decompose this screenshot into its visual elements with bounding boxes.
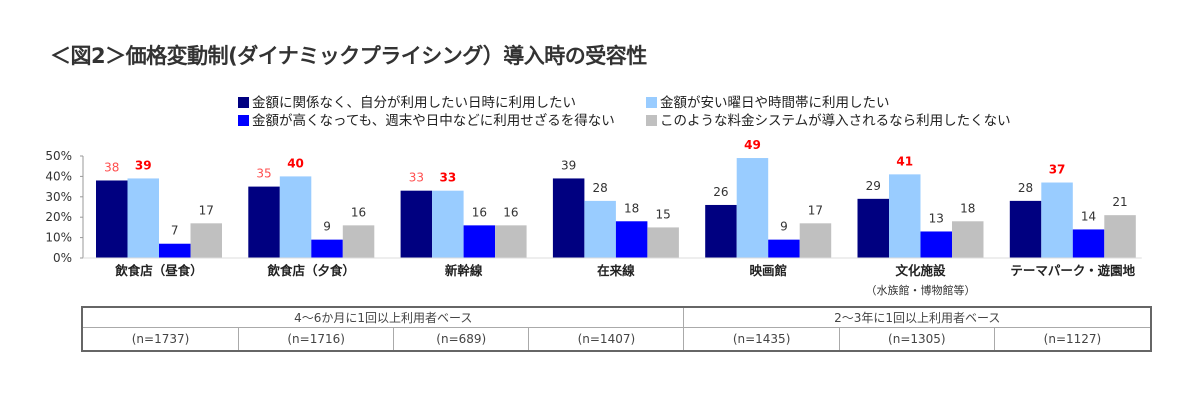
legend-item-2: 金額が高くなっても、週末や日中などに利用せざるを得ない: [238, 109, 615, 129]
data-label: 17: [808, 203, 823, 217]
data-label: 39: [135, 158, 152, 172]
bar: [96, 180, 128, 258]
data-label: 39: [561, 158, 576, 172]
data-label: 28: [593, 181, 608, 195]
data-label: 9: [323, 220, 331, 234]
data-label: 18: [960, 201, 975, 215]
data-label: 17: [199, 203, 214, 217]
category-sublabel: （水族館・博物館等）: [866, 283, 976, 297]
sample-size-cell: (n=1716): [238, 327, 395, 352]
data-label: 40: [287, 156, 304, 170]
legend-swatch: [238, 115, 249, 126]
legend-item-3: このような料金システムが導入されるなら利用したくない: [646, 109, 1011, 129]
y-tick-label: 40%: [45, 169, 72, 183]
bar: [952, 221, 984, 258]
y-tick-label: 50%: [45, 149, 72, 163]
bar-chart: 0% 10% 20% 30% 40% 50% 38 39 7 17 飲食店（昼食） 35 40 9 16 飲食…: [45, 138, 1142, 297]
category-label: 飲食店（夕食）: [267, 263, 356, 278]
y-tick-label: 20%: [45, 210, 72, 224]
category-label: 映画館: [749, 263, 787, 278]
sample-size-cell: (n=1737): [81, 327, 240, 352]
data-label: 21: [1112, 195, 1127, 209]
category-label: 新幹線: [445, 263, 483, 278]
bar: [1072, 229, 1105, 258]
bar: [279, 176, 312, 258]
legend-swatch: [238, 97, 249, 108]
bar: [127, 178, 159, 258]
data-label: 35: [256, 167, 271, 181]
bar: [799, 223, 832, 258]
bar: [920, 231, 952, 258]
bar: [647, 227, 679, 258]
data-label: 29: [866, 179, 881, 193]
bar: [463, 225, 496, 258]
data-label: 14: [1081, 209, 1096, 223]
bar: [495, 225, 527, 258]
category-label: 文化施設: [895, 263, 946, 278]
data-label: 28: [1018, 181, 1033, 195]
bar: [584, 200, 616, 258]
data-label: 37: [1049, 163, 1066, 177]
bar: [889, 174, 921, 258]
bar: [768, 239, 800, 258]
chart-title: ＜図2＞価格変動制(ダイナミックプライシング）導入時の受容性: [50, 44, 647, 68]
sample-size-cell: (n=1407): [528, 327, 685, 352]
bar: [1009, 200, 1042, 258]
legend-swatch: [646, 115, 657, 126]
legend-label: このような料金システムが導入されるなら利用したくない: [660, 113, 1011, 129]
sample-size-cell: (n=689): [393, 327, 530, 352]
data-label: 38: [104, 160, 119, 174]
bar: [615, 221, 648, 258]
sample-base-table: 4〜6か月に1回以上利用者ベース 2〜3年に1回以上利用者ベース (n=1737…: [81, 306, 1152, 352]
bar: [705, 204, 737, 258]
bar: [1041, 182, 1073, 258]
sample-size-cell: (n=1435): [683, 327, 840, 352]
y-tick-label: 0%: [53, 251, 72, 265]
data-label: 49: [744, 138, 761, 152]
category-label: テーマパーク・遊園地: [1010, 263, 1135, 278]
base-group-label: 4〜6か月に1回以上利用者ベース: [81, 306, 685, 328]
legend-item-0: 金額に関係なく、自分が利用したい日時に利用したい: [238, 91, 576, 111]
data-label: 9: [780, 220, 788, 234]
sample-size-cell: (n=1127): [993, 327, 1152, 352]
bar: [432, 190, 464, 258]
bar: [311, 239, 343, 258]
data-label: 13: [929, 211, 944, 225]
bar: [736, 158, 769, 258]
data-label: 16: [351, 205, 366, 219]
y-tick-label: 30%: [45, 190, 72, 204]
bar: [552, 178, 585, 258]
data-label: 33: [409, 171, 424, 185]
base-group-label: 2〜3年に1回以上利用者ベース: [683, 306, 1152, 328]
bar: [857, 198, 889, 258]
category-label: 飲食店（昼食）: [114, 263, 203, 278]
bar: [400, 190, 433, 258]
legend-label: 金額が高くなっても、週末や日中などに利用せざるを得ない: [252, 113, 615, 129]
y-tick-label: 10%: [45, 231, 72, 245]
data-label: 7: [171, 224, 179, 238]
data-label: 16: [472, 205, 487, 219]
data-label: 18: [624, 201, 639, 215]
legend-label: 金額が安い曜日や時間帯に利用したい: [660, 95, 890, 111]
data-label: 41: [896, 154, 913, 168]
bar: [342, 225, 375, 258]
legend-swatch: [646, 97, 657, 108]
data-label: 15: [656, 207, 671, 221]
data-label: 26: [713, 185, 728, 199]
data-label: 33: [439, 171, 456, 185]
legend-label: 金額に関係なく、自分が利用したい日時に利用したい: [252, 95, 576, 111]
sample-size-cell: (n=1305): [838, 327, 995, 352]
bar: [159, 243, 191, 258]
bar: [190, 223, 222, 258]
data-label: 16: [503, 205, 518, 219]
bar: [1104, 215, 1136, 258]
category-label: 在来線: [597, 263, 635, 278]
bar: [248, 186, 280, 258]
legend-item-1: 金額が安い曜日や時間帯に利用したい: [646, 91, 890, 111]
